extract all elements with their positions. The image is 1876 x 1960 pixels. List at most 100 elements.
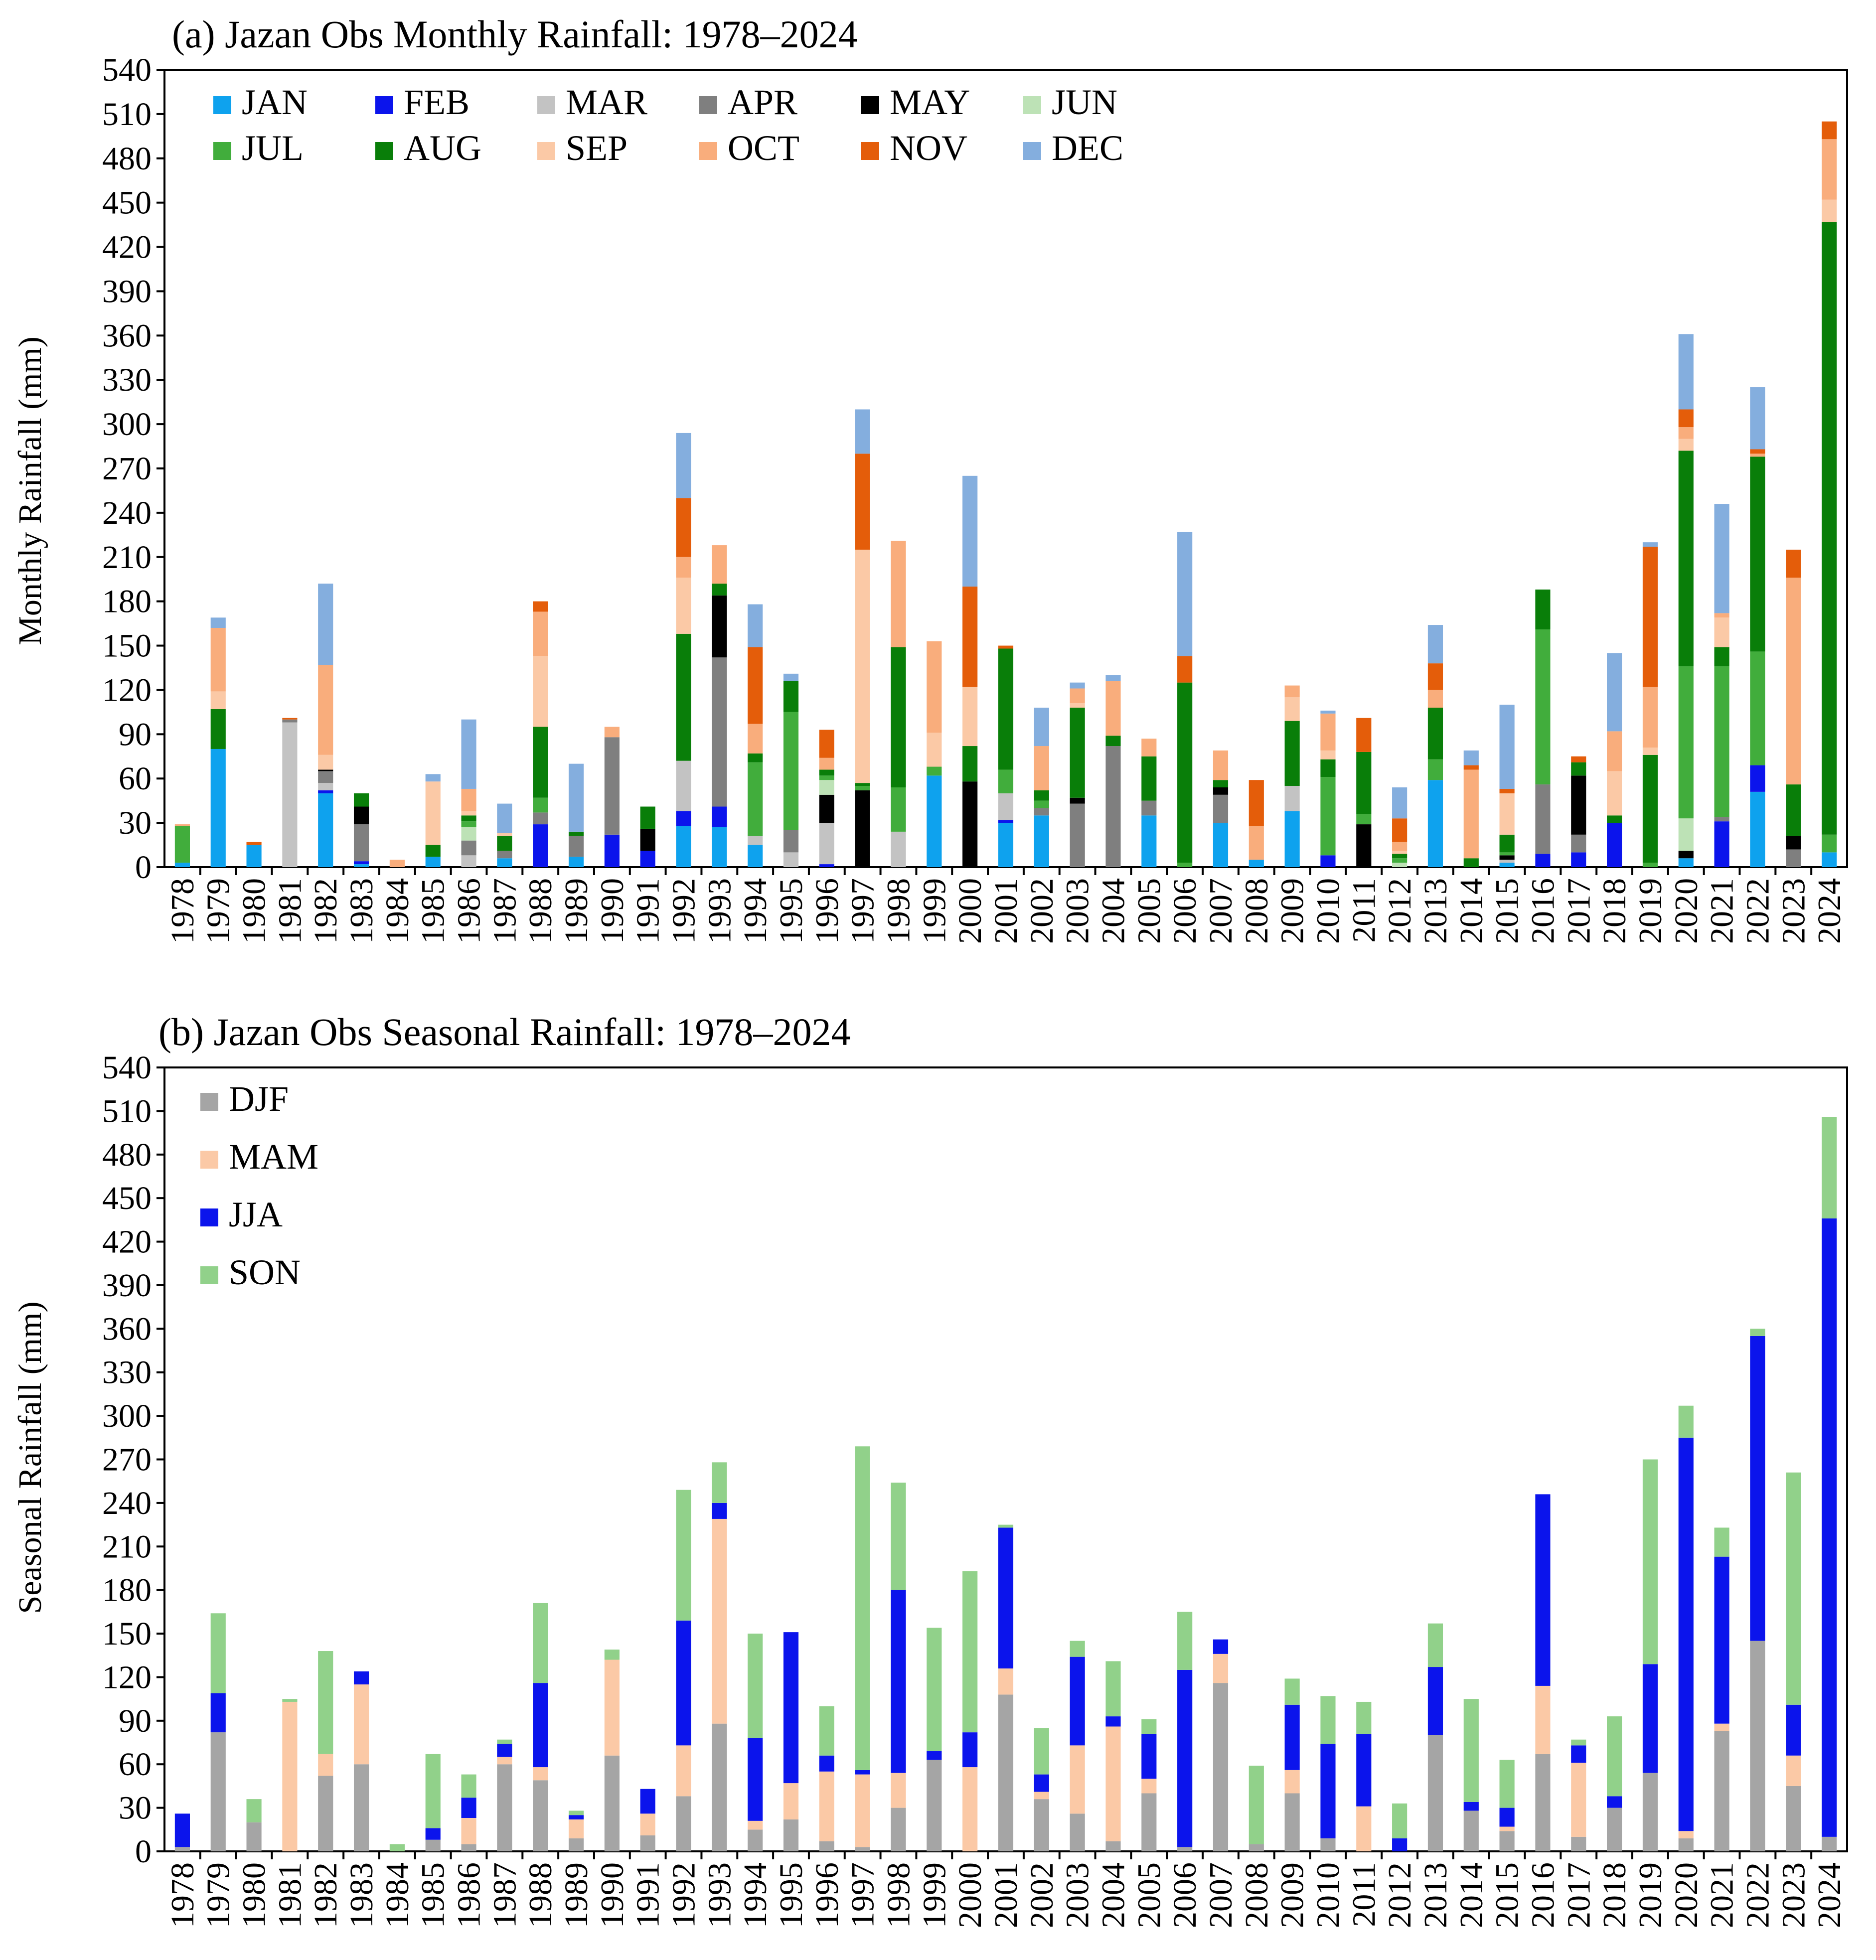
panel-a-bar-feb-1996 <box>819 864 834 867</box>
panel-a-bar-sep-1997 <box>855 549 870 783</box>
panel-a-bar-jul-2011 <box>1356 814 1372 825</box>
panel-a-legend-item-jul: JUL <box>213 128 304 168</box>
panel-a-bar-aug-2012 <box>1392 854 1407 859</box>
panel-b-bar-son-1982 <box>318 1651 333 1754</box>
panel-a-bar-sep-1992 <box>676 578 691 634</box>
panel-a-legend-item-mar: MAR <box>537 82 647 122</box>
panel-b-x-tick-label: 2021 <box>1704 1862 1740 1928</box>
panel-a-legend-item-aug: AUG <box>375 128 481 168</box>
panel-b-legend-swatch <box>200 1208 218 1226</box>
panel-a-bar-nov-1997 <box>855 453 870 550</box>
panel-b-bar-djf-1997 <box>855 1847 870 1851</box>
panel-a-legend-label: JAN <box>242 82 308 122</box>
panel-a-bar-dec-2015 <box>1499 705 1515 789</box>
panel-a-bar-oct-2020 <box>1678 427 1694 439</box>
panel-b-bar-son-2021 <box>1714 1527 1729 1557</box>
panel-a-bar-oct-2014 <box>1463 769 1479 859</box>
panel-b-bar-jja-1988 <box>533 1683 548 1768</box>
panel-a-bar-sep-2018 <box>1607 771 1622 816</box>
panel-b-legend-swatch <box>200 1266 218 1284</box>
panel-b-y-tick-label: 60 <box>119 1746 152 1783</box>
panel-a-bar-dec-2012 <box>1392 787 1407 819</box>
panel-a-bar-jan-1992 <box>676 826 691 867</box>
panel-b-bar-djf-2017 <box>1571 1836 1586 1851</box>
panel-a-x-tick-label: 2019 <box>1632 878 1669 944</box>
panel-b-bar-son-1988 <box>533 1603 548 1683</box>
panel-a-bar-may-1996 <box>819 794 834 823</box>
panel-b-plot-area: 0 30 60 90 120 150 180 210 240 270 300 330 360 390 420… <box>102 1050 1848 1928</box>
panel-a-x-tick-label: 2000 <box>952 878 988 944</box>
panel-a-legend-swatch <box>861 96 879 114</box>
panel-a-bar-may-2023 <box>1786 836 1801 850</box>
panel-b-bar-djf-1999 <box>927 1760 942 1851</box>
panel-b-bar-djf-1983 <box>353 1764 369 1851</box>
panel-b-y-tick-label: 30 <box>119 1790 152 1826</box>
panel-a-x-tick-label: 2001 <box>988 878 1024 944</box>
panel-b-x-tick-label: 2002 <box>1024 1862 1060 1928</box>
panel-b-bar-jja-2010 <box>1320 1744 1336 1838</box>
panel-b-bar-jja-2012 <box>1392 1838 1407 1851</box>
panel-a-legend-label: SEP <box>566 128 627 168</box>
panel-b-bar-jja-2000 <box>962 1732 978 1768</box>
panel-a-bar-oct-1979 <box>210 628 226 692</box>
panel-a-bar-jul-1997 <box>855 786 870 790</box>
panel-b-bar-son-1986 <box>461 1774 476 1798</box>
panel-b-bar-jja-1986 <box>461 1798 476 1818</box>
panel-b-x-tick-label: 2006 <box>1167 1862 1203 1928</box>
panel-a-bar-sep-1986 <box>461 811 476 816</box>
panel-a-bar-jul-2022 <box>1750 651 1765 765</box>
panel-b-bar-mam-1994 <box>748 1820 763 1830</box>
panel-a-bar-dec-1994 <box>748 604 763 647</box>
panel-b-x-tick-label: 1995 <box>773 1862 809 1928</box>
panel-b-y-tick-label: 510 <box>102 1093 152 1129</box>
panel-a-bar-aug-2000 <box>962 746 978 782</box>
panel-b-bar-djf-1986 <box>461 1844 476 1851</box>
panel-b-bar-son-2023 <box>1786 1472 1801 1705</box>
panel-b-x-tick-label: 1986 <box>451 1862 487 1928</box>
panel-a-x-tick-label: 1984 <box>379 878 416 944</box>
panel-a-bar-nov-2014 <box>1463 765 1479 770</box>
panel-a-x-tick-label: 1992 <box>666 878 702 944</box>
panel-b-y-tick-label: 270 <box>102 1442 152 1478</box>
panel-b-x-tick-label: 1994 <box>737 1862 774 1928</box>
panel-a-bar-oct-1993 <box>712 545 727 584</box>
panel-b-bar-mam-1983 <box>353 1684 369 1765</box>
panel-b-x-tick-label: 1993 <box>701 1862 738 1928</box>
panel-a-bar-mar-1995 <box>783 852 799 867</box>
panel-a-bar-jul-2024 <box>1822 834 1837 853</box>
panel-a-x-tick-label: 2004 <box>1095 878 1131 944</box>
panel-b-x-tick-label: 2015 <box>1489 1862 1526 1928</box>
panel-b-y-tick-label: 150 <box>102 1616 152 1652</box>
panel-a-bar-aug-2023 <box>1786 784 1801 836</box>
panel-b-bar-djf-2020 <box>1678 1838 1694 1851</box>
panel-b-bar-djf-1979 <box>210 1732 226 1851</box>
panel-b-bar-son-2008 <box>1249 1766 1264 1844</box>
panel-b-bar-son-2011 <box>1356 1701 1372 1734</box>
panel-b-bar-djf-2018 <box>1607 1808 1622 1851</box>
panel-b-bar-djf-1980 <box>246 1822 262 1851</box>
panel-b-title: (b) Jazan Obs Seasonal Rainfall: 1978–20… <box>158 1010 851 1054</box>
panel-b-bar-djf-2023 <box>1786 1786 1801 1851</box>
panel-a-bar-feb-2017 <box>1571 852 1586 867</box>
panel-a-bar-dec-2019 <box>1642 542 1658 547</box>
panel-b-bar-djf-2015 <box>1499 1831 1515 1851</box>
panel-a-bar-oct-2004 <box>1105 681 1121 736</box>
panel-a-legend-item-apr: APR <box>699 82 797 122</box>
panel-b-x-tick-label: 1978 <box>164 1862 201 1928</box>
panel-a-legend-item-oct: OCT <box>699 128 799 168</box>
panel-b-bar-jja-1979 <box>210 1693 226 1733</box>
panel-a-bar-aug-2006 <box>1177 682 1193 863</box>
panel-a-bar-apr-2016 <box>1535 784 1551 854</box>
panel-b-y-tick-label: 390 <box>102 1267 152 1304</box>
panel-a-bar-feb-2016 <box>1535 854 1551 867</box>
panel-a-bar-nov-1996 <box>819 730 834 758</box>
panel-b-bar-son-2013 <box>1427 1623 1443 1667</box>
panel-a-bar-feb-1992 <box>676 811 691 826</box>
panel-b-x-tick-label: 2010 <box>1310 1862 1346 1928</box>
panel-b-x-tick-label: 1982 <box>308 1862 344 1928</box>
panel-b-bar-son-1999 <box>927 1628 942 1752</box>
panel-a-legend-item-dec: DEC <box>1023 128 1123 168</box>
panel-b-y-tick-label: 420 <box>102 1224 152 1260</box>
panel-b-x-tick-label: 1983 <box>343 1862 380 1928</box>
panel-b-legend-item-jja: JJA <box>200 1195 283 1234</box>
